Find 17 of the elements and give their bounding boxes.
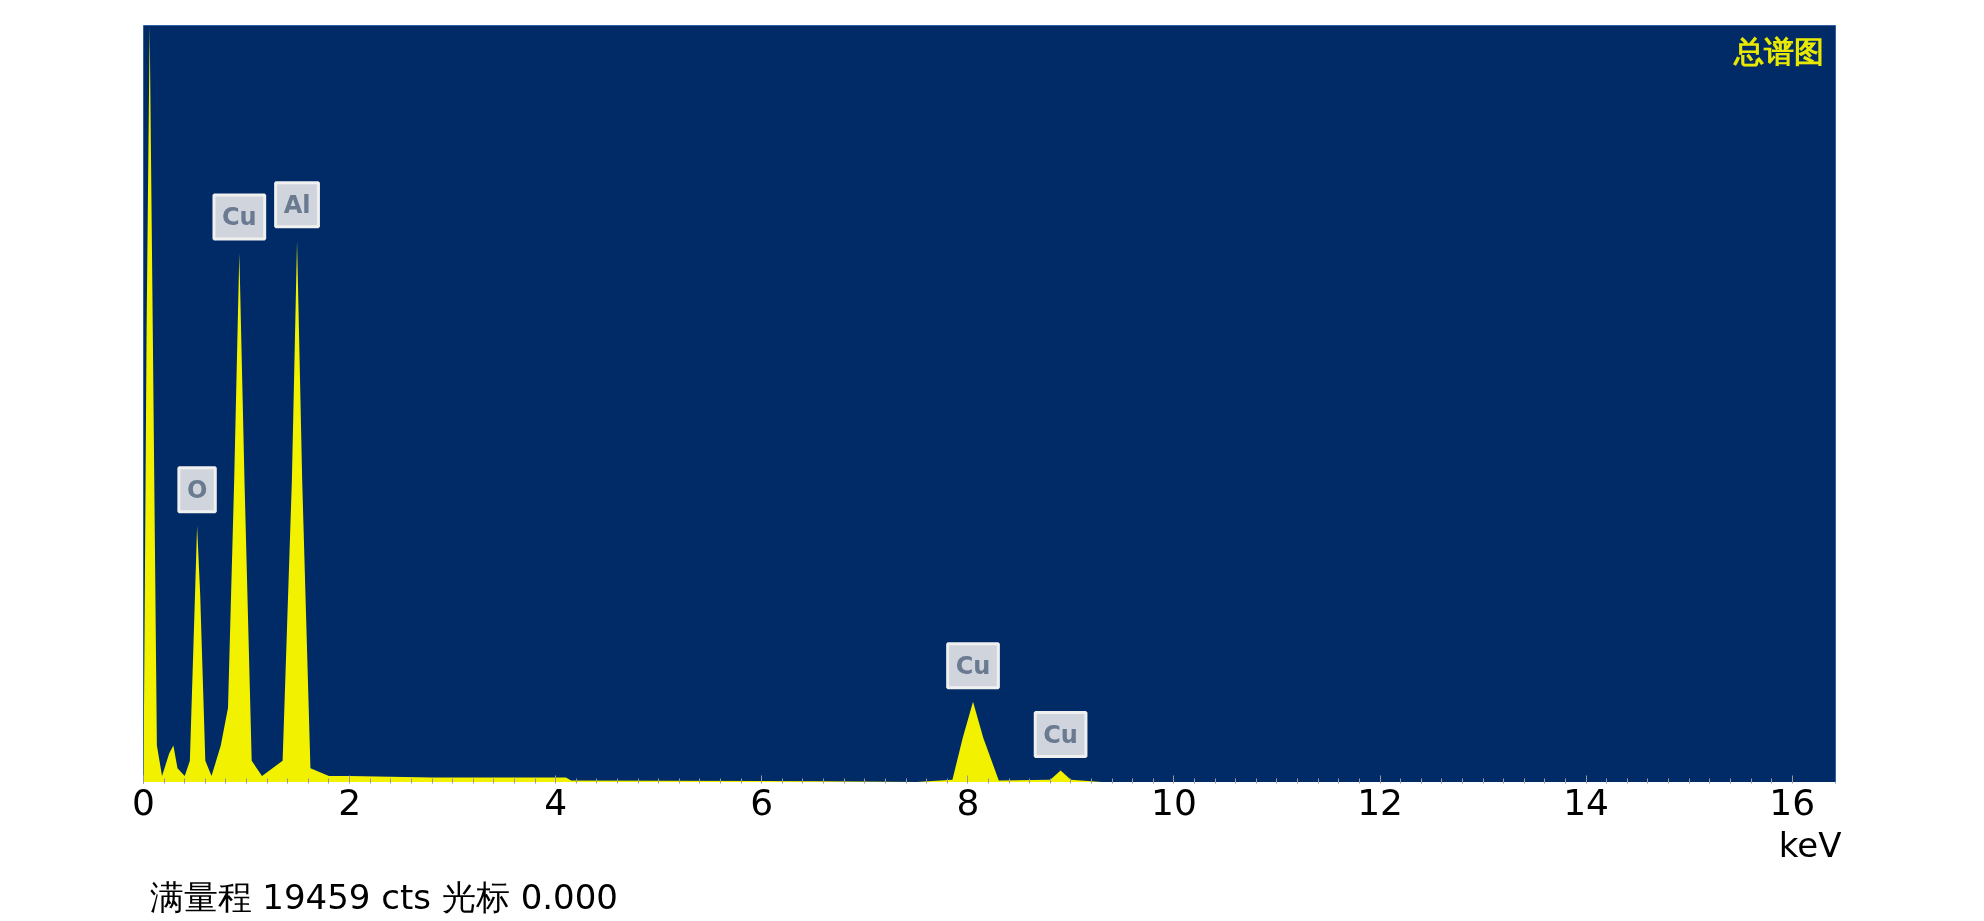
annotation: O: [186, 475, 208, 504]
x-tick-label: 6: [750, 781, 774, 823]
annotation: Cu: [1043, 720, 1078, 749]
x-tick-label: 16: [1769, 781, 1816, 823]
x-tick-label: 8: [956, 781, 980, 823]
x-tick-label: 10: [1151, 781, 1197, 823]
annotation: Al: [283, 190, 311, 219]
text: 满量程 19459 cts 光标 0.000: [149, 876, 618, 917]
x-tick-label: 14: [1563, 781, 1610, 823]
x-tick-label: 4: [544, 781, 568, 823]
chart-title: 总谱图: [1732, 33, 1824, 69]
x-tick-label: 12: [1357, 781, 1403, 823]
x-axis-title: keV: [1778, 824, 1842, 865]
x-tick-label: 0: [132, 781, 155, 823]
annotation: Cu: [221, 202, 257, 231]
x-tick-label: 2: [338, 781, 362, 823]
annotation: Cu: [955, 651, 991, 680]
